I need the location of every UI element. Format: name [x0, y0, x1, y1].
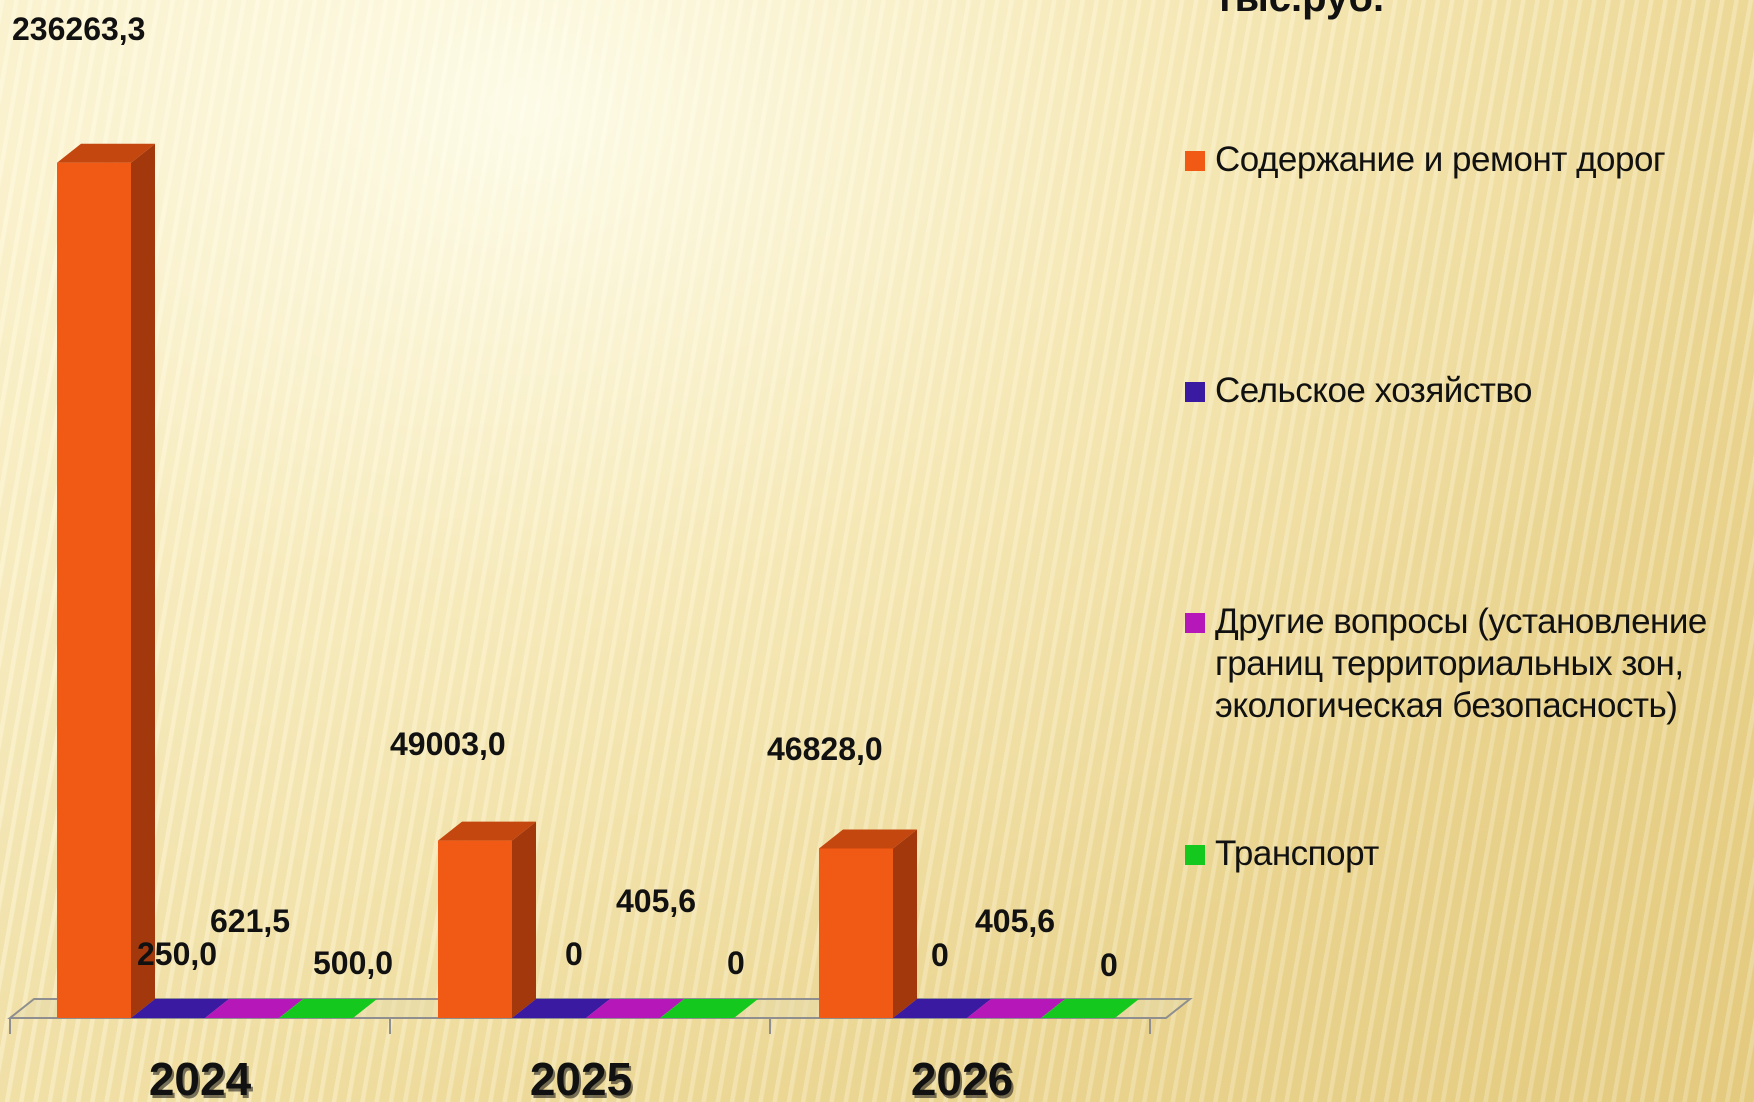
bar-agriculture-2026	[893, 999, 991, 1018]
bar-transport-2025	[660, 999, 758, 1018]
bar-transport-2024	[279, 999, 377, 1018]
data-label-agriculture-2024: 250,0	[137, 936, 217, 972]
legend-item-other: Другие вопросы (установление границ терр…	[1185, 601, 1754, 727]
bar-transport-2026	[1041, 999, 1139, 1018]
legend-swatch-agriculture	[1185, 382, 1205, 402]
legend-swatch-other	[1185, 613, 1205, 633]
bar-roads-side-2025	[512, 821, 536, 1018]
category-label-shadow-2026: 2026	[913, 1056, 1015, 1102]
unit-title: тыс.руб.	[1215, 0, 1384, 21]
bar-other-2026	[967, 999, 1065, 1018]
bar-roads-top-2024	[57, 143, 155, 163]
data-label-other-2024: 621,5	[210, 903, 290, 939]
legend-swatch-transport	[1185, 845, 1205, 865]
bar-agriculture-2025	[512, 999, 610, 1018]
bar-roads-top-2026	[819, 829, 917, 849]
bar-other-2025	[586, 999, 684, 1018]
bar-agriculture-2024	[131, 999, 229, 1018]
category-label-2026: 2026	[911, 1053, 1013, 1102]
legend-item-roads: Содержание и ремонт дорог	[1185, 139, 1754, 181]
data-label-roads-2025: 49003,0	[390, 726, 506, 762]
bar-roads-side-2026	[893, 829, 917, 1018]
data-label-transport-2024: 500,0	[313, 945, 393, 981]
data-label-agriculture-2025: 0	[565, 936, 583, 972]
legend-item-transport: Транспорт	[1185, 833, 1754, 875]
bar-roads-2024	[57, 162, 131, 1018]
legend-label-other: Другие вопросы (установление границ терр…	[1215, 602, 1707, 725]
category-label-shadow-2024: 2024	[151, 1056, 254, 1102]
bar-roads-side-2024	[131, 143, 155, 1018]
category-label-2025: 2025	[530, 1053, 632, 1102]
legend-label-roads: Содержание и ремонт дорог	[1215, 140, 1666, 179]
data-label-other-2026: 405,6	[975, 903, 1055, 939]
data-label-roads-2024: 236263,3	[12, 11, 145, 47]
bar-roads-2026	[819, 848, 893, 1018]
bar-roads-top-2025	[438, 821, 536, 841]
legend-swatch-roads	[1185, 151, 1205, 171]
data-label-roads-2026: 46828,0	[767, 731, 883, 767]
category-label-2024: 2024	[149, 1053, 252, 1102]
bar-roads-2025	[438, 840, 512, 1018]
data-label-agriculture-2026: 0	[931, 937, 949, 973]
data-label-other-2025: 405,6	[616, 883, 696, 919]
legend-label-transport: Транспорт	[1215, 834, 1379, 873]
data-label-transport-2025: 0	[727, 945, 745, 981]
legend-item-agriculture: Сельское хозяйство	[1185, 370, 1754, 412]
category-label-shadow-2025: 2025	[532, 1056, 634, 1102]
data-label-transport-2026: 0	[1100, 947, 1118, 983]
legend-label-agriculture: Сельское хозяйство	[1215, 371, 1533, 410]
bar-other-2024	[205, 999, 303, 1018]
